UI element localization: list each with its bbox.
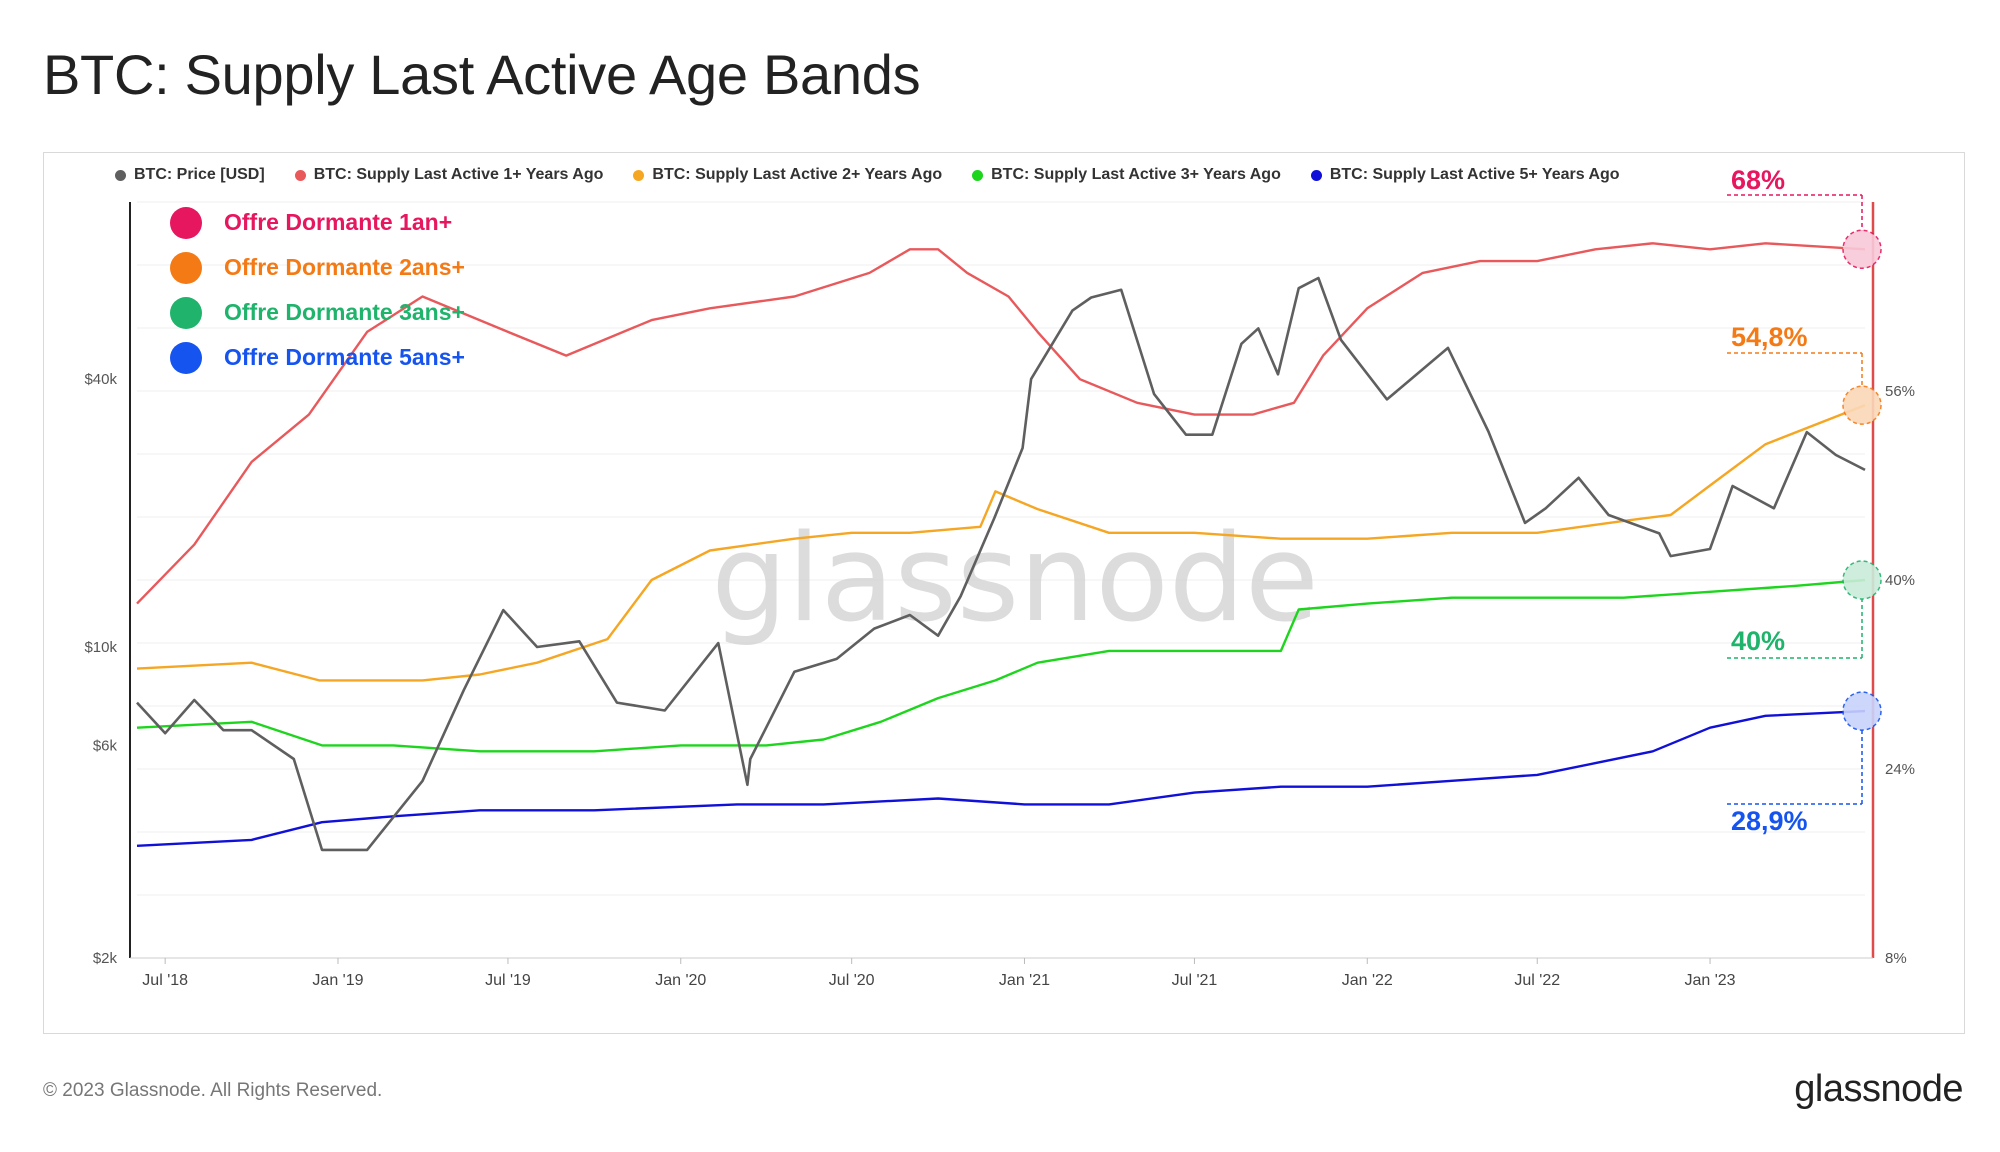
legend-label: BTC: Supply Last Active 3+ Years Ago: [991, 166, 1281, 183]
callout-3y: 40%: [1731, 626, 1786, 656]
legend-dot-icon: [294, 169, 306, 181]
circle-icon: [170, 251, 202, 284]
footer-copyright: © 2023 Glassnode. All Rights Reserved.: [43, 1080, 383, 1101]
x-tick-label: Jul '22: [1514, 972, 1560, 989]
legend-label: BTC: Supply Last Active 5+ Years Ago: [1329, 166, 1620, 183]
annotation-1y: Offre Dormante 1an+: [170, 200, 465, 245]
legend-label: BTC: Supply Last Active 2+ Years Ago: [652, 166, 943, 183]
annotation-label: Offre Dormante 3ans+: [224, 299, 465, 325]
x-tick-label: Jan '20: [655, 972, 706, 989]
x-tick-label: Jul '21: [1172, 972, 1218, 989]
circle-icon: [170, 341, 202, 374]
series-line-1: [136, 242, 1866, 605]
legend-label: BTC: Supply Last Active 1+ Years Ago: [313, 166, 604, 183]
legend-item-3y[interactable]: BTC: Supply Last Active 3+ Years Ago: [972, 166, 1281, 184]
legend-dot-icon: [115, 169, 126, 181]
y-left-tick-label: $10k: [84, 639, 117, 656]
circle-icon: [170, 206, 202, 239]
series-line-0: [136, 276, 1866, 852]
chart-frame: [43, 152, 1965, 1034]
x-tick-label: Jul '20: [829, 972, 875, 989]
end-marker: [1842, 691, 1882, 731]
x-tick-label: Jan '23: [1684, 972, 1735, 989]
glassnode-logo: glassnode: [1794, 1068, 1963, 1110]
legend-item-1y[interactable]: BTC: Supply Last Active 1+ Years Ago: [294, 166, 604, 184]
y-right-tick-label: 56%: [1885, 383, 1915, 400]
y-left-tick-label: $40k: [84, 371, 117, 388]
watermark: glassnode: [711, 510, 1319, 649]
legend-label: BTC: Price [USD]: [134, 166, 265, 183]
circle-icon: [170, 296, 202, 329]
annotation-list: Offre Dormante 1an+ Offre Dormante 2ans+…: [170, 200, 465, 380]
legend-item-2y[interactable]: BTC: Supply Last Active 2+ Years Ago: [633, 166, 942, 184]
end-marker: [1842, 385, 1882, 425]
annotation-label: Offre Dormante 5ans+: [224, 344, 465, 370]
legend-dot-icon: [1310, 169, 1322, 181]
x-tick-label: Jul '18: [142, 972, 188, 989]
legend-item-5y[interactable]: BTC: Supply Last Active 5+ Years Ago: [1310, 166, 1620, 184]
x-tick-label: Jan '21: [999, 972, 1050, 989]
callout-5y: 28,9%: [1731, 806, 1808, 836]
end-marker: [1842, 229, 1882, 269]
end-marker: [1842, 560, 1882, 600]
callout-2y: 54,8%: [1731, 322, 1808, 352]
y-right-tick-label: 40%: [1885, 572, 1915, 589]
y-right-tick-label: 24%: [1885, 761, 1915, 778]
x-tick-label: Jul '19: [485, 972, 531, 989]
y-right-tick-label: 8%: [1885, 950, 1907, 967]
x-tick-label: Jan '19: [312, 972, 363, 989]
legend-dot-icon: [972, 169, 984, 181]
series-lines: [136, 242, 1866, 852]
annotation-5y: Offre Dormante 5ans+: [170, 335, 465, 380]
x-tick-label: Jan '22: [1342, 972, 1393, 989]
callout-1y: 68%: [1731, 165, 1786, 195]
chart-legend: BTC: Price [USD] BTC: Supply Last Active…: [115, 166, 1620, 184]
page-title: BTC: Supply Last Active Age Bands: [43, 43, 921, 106]
series-line-3: [136, 578, 1866, 753]
series-line-4: [136, 709, 1866, 847]
legend-dot-icon: [633, 169, 645, 181]
y-left-tick-label: $2k: [93, 950, 118, 967]
legend-item-price[interactable]: BTC: Price [USD]: [115, 166, 265, 184]
annotation-label: Offre Dormante 1an+: [224, 209, 453, 235]
annotation-2y: Offre Dormante 2ans+: [170, 245, 465, 290]
series-line-2: [136, 404, 1866, 682]
y-left-tick-label: $6k: [93, 738, 118, 755]
annotation-3y: Offre Dormante 3ans+: [170, 290, 465, 335]
annotation-label: Offre Dormante 2ans+: [224, 254, 465, 280]
end-markers: [1727, 194, 1882, 805]
